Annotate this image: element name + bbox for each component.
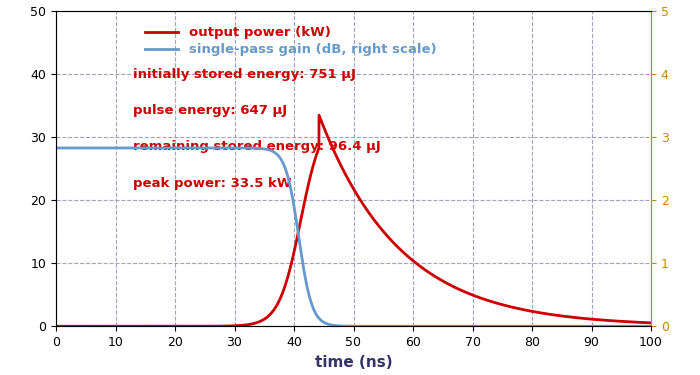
single-pass gain (dB, right scale) (52, 146, 60, 150)
single-pass gain (dB, right scale) (541, 324, 550, 328)
output power (kW) (647, 321, 655, 325)
Line: output power (kW): output power (kW) (56, 115, 651, 326)
Line: single-pass gain (dB, right scale): single-pass gain (dB, right scale) (56, 148, 651, 326)
Text: initially stored energy: 751 μJ: initially stored energy: 751 μJ (134, 68, 356, 81)
output power (kW) (439, 279, 447, 284)
output power (kW) (52, 324, 60, 328)
single-pass gain (dB, right scale) (439, 324, 447, 328)
output power (kW) (160, 324, 168, 328)
output power (kW) (315, 113, 323, 117)
X-axis label: time (ns): time (ns) (315, 354, 392, 369)
output power (kW) (409, 258, 417, 263)
Text: pulse energy: 647 μJ: pulse energy: 647 μJ (134, 104, 288, 117)
output power (kW) (279, 289, 288, 293)
single-pass gain (dB, right scale) (647, 324, 655, 328)
output power (kW) (541, 311, 550, 316)
Text: remaining stored energy: 96.4 μJ: remaining stored energy: 96.4 μJ (134, 140, 381, 153)
Legend: output power (kW), single-pass gain (dB, right scale): output power (kW), single-pass gain (dB,… (140, 21, 442, 62)
Text: peak power: 33.5 kW: peak power: 33.5 kW (134, 177, 292, 190)
output power (kW) (496, 302, 504, 306)
single-pass gain (dB, right scale) (160, 146, 168, 150)
single-pass gain (dB, right scale) (409, 324, 417, 328)
single-pass gain (dB, right scale) (279, 162, 288, 166)
single-pass gain (dB, right scale) (496, 324, 504, 328)
